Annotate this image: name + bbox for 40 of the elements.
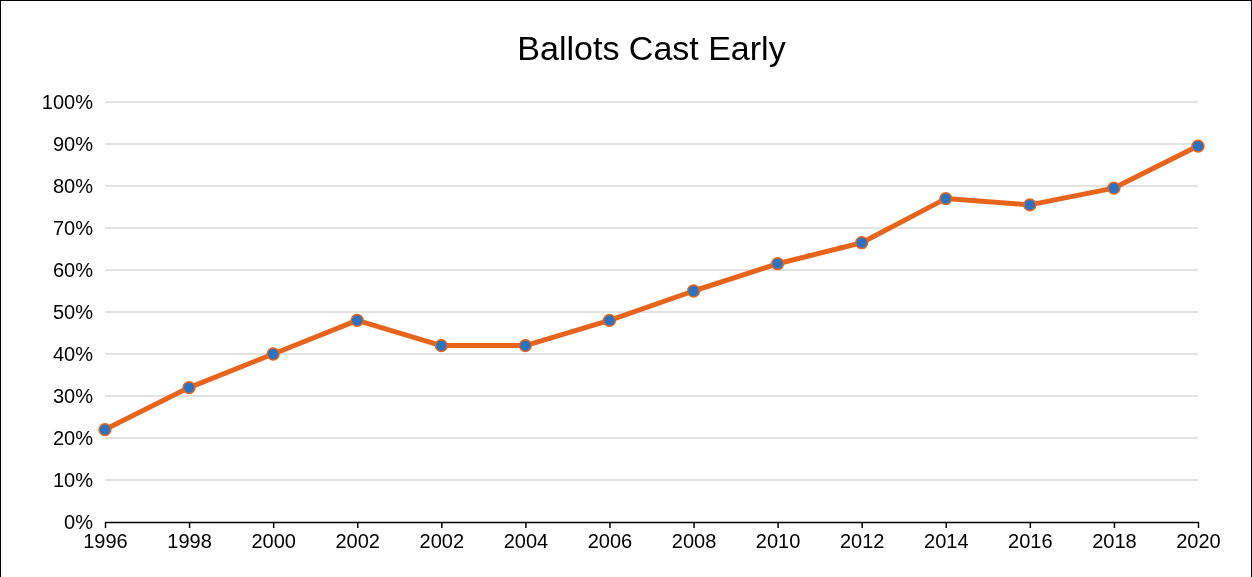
x-tick-label: 2006 bbox=[587, 530, 633, 553]
x-tick-label: 2002 bbox=[419, 530, 465, 553]
y-tick-label: 60% bbox=[52, 258, 94, 281]
point bbox=[1023, 198, 1037, 212]
point bbox=[939, 191, 953, 206]
x-tick-label: 2000 bbox=[251, 530, 296, 553]
y-tick-label: 10% bbox=[52, 468, 94, 491]
point bbox=[434, 338, 448, 353]
y-tick-label: 80% bbox=[52, 174, 94, 197]
point bbox=[602, 313, 617, 328]
point bbox=[350, 313, 364, 328]
x-tick-label: 2020 bbox=[1176, 530, 1221, 553]
point bbox=[1191, 139, 1205, 153]
y-tick-label: 100% bbox=[41, 90, 94, 113]
x-tick-label: 2008 bbox=[671, 530, 717, 553]
y-tick-label: 50% bbox=[52, 300, 94, 323]
chart-title: Ballots Cast Early bbox=[517, 29, 786, 67]
y-tick-label: 20% bbox=[52, 426, 94, 449]
y-tick-label: 70% bbox=[52, 216, 94, 239]
x-tick-label: 1996 bbox=[83, 530, 128, 553]
y-tick-label: 90% bbox=[52, 132, 94, 155]
point bbox=[855, 236, 869, 250]
point bbox=[518, 338, 533, 353]
x-tick-label: 2002 bbox=[335, 530, 380, 553]
x-tick-label: 2004 bbox=[503, 530, 549, 553]
y-tick-label: 30% bbox=[52, 384, 94, 407]
point bbox=[182, 380, 196, 395]
point bbox=[98, 422, 112, 437]
x-tick-label: 2016 bbox=[1008, 530, 1053, 553]
y-tick-label: 0% bbox=[64, 510, 94, 533]
x-tick-label: 1998 bbox=[167, 530, 212, 553]
x-tick-label: 2012 bbox=[839, 530, 885, 553]
x-tick-label: 2018 bbox=[1092, 530, 1137, 553]
x-tick-label: 2014 bbox=[924, 530, 969, 553]
x-tick-label: 2010 bbox=[755, 530, 801, 553]
point bbox=[1107, 181, 1121, 195]
point bbox=[686, 284, 701, 298]
y-tick-label: 40% bbox=[52, 342, 94, 365]
point bbox=[266, 347, 280, 361]
point bbox=[770, 257, 785, 271]
